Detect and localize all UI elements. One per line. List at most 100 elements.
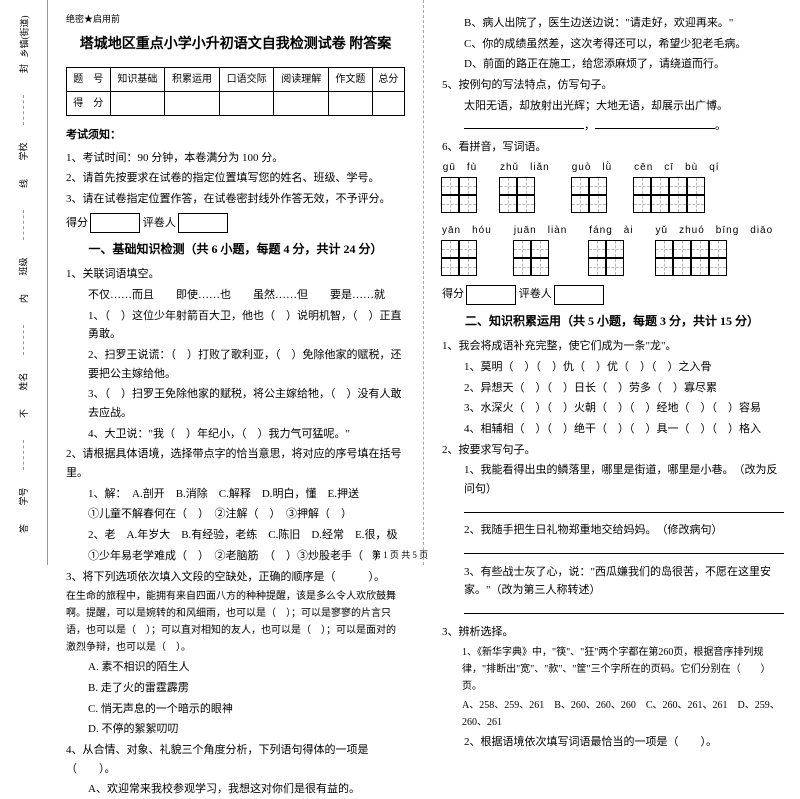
margin-dash bbox=[23, 95, 24, 125]
tian-grid[interactable] bbox=[442, 178, 478, 214]
score-cell[interactable] bbox=[110, 92, 165, 116]
s2-q3-item: 1、《新华字典》中，"筷"、"狂"两个字都在第260页，根据音序排列规律，"排断… bbox=[462, 644, 782, 695]
s2-q2-item: 2、我随手把生日礼物郑重地交给妈妈。 （修改病句） bbox=[464, 521, 782, 540]
score-cell: 得 分 bbox=[67, 92, 111, 116]
binding-margin: 乡镇(街道) 封 学校 线 班级 内 姓名 不 学号 答 bbox=[0, 0, 48, 565]
page-footer: 第 1 页 共 5 页 bbox=[372, 548, 428, 561]
right-column: B、病人出院了，医生边送边说："请走好，欢迎再来。" C、你的成绩虽然差，这次考… bbox=[424, 0, 800, 565]
score-cell[interactable] bbox=[165, 92, 220, 116]
s2-q1-item: 4、相辅相（ ）（ ）绝干（ ）（ ）具一（ ）（ ）格入 bbox=[464, 420, 782, 439]
score-header: 知识基础 bbox=[110, 68, 165, 92]
pinyin-text: zhǔ liǎn bbox=[500, 159, 550, 176]
margin-field-id[interactable]: 学号 bbox=[17, 487, 30, 505]
pinyin-block: guò lǜ bbox=[572, 159, 612, 214]
pinyin-text: gū fù bbox=[442, 159, 478, 176]
margin-field-name[interactable]: 姓名 bbox=[17, 372, 30, 390]
left-column: 绝密★启用前 塔城地区重点小学小升初语文自我检测试卷 附答案 题 号 知识基础 … bbox=[48, 0, 424, 565]
s2-question-2: 2、按要求写句子。 bbox=[442, 441, 782, 460]
exam-title: 塔城地区重点小学小升初语文自我检测试卷 附答案 bbox=[66, 33, 405, 57]
tian-grid[interactable] bbox=[634, 178, 719, 214]
question-4: 4、从合情、对象、礼貌三个角度分析，下列语句得体的一项是（ ）。 bbox=[66, 741, 405, 778]
question-6: 6、看拼音，写词语。 bbox=[442, 138, 782, 157]
s2-q3-item: 2、根据语境依次填写词语最恰当的一项是（ ）。 bbox=[464, 733, 782, 752]
q2-item: 2、老 A.年岁大 B.有经验，老练 C.陈旧 D.经常 E.很，极 bbox=[88, 526, 405, 545]
score-cell[interactable] bbox=[329, 92, 373, 116]
score-header: 口语交际 bbox=[219, 68, 274, 92]
tian-grid[interactable] bbox=[442, 241, 492, 277]
answer-blank[interactable] bbox=[464, 602, 782, 621]
question-2: 2、请根据具体语境，选择带点字的恰当意思，将对应的序号填在括号里。 bbox=[66, 445, 405, 482]
grader-label: 评卷人 bbox=[143, 214, 176, 233]
tian-grid[interactable] bbox=[500, 178, 550, 214]
q4-option: D、前面的路正在施工，给您添麻烦了，请绕道而行。 bbox=[464, 55, 782, 74]
notice-item: 1、考试时间：90 分钟，本卷满分为 100 分。 bbox=[66, 149, 405, 168]
question-3: 3、将下列选项依次填入文段的空缺处，正确的顺序是（ ）。 bbox=[66, 568, 405, 587]
pinyin-text: juān liàn bbox=[514, 222, 567, 239]
pinyin-block: yǔ zhuó bīng diāo bbox=[656, 222, 774, 277]
score-header: 作文题 bbox=[329, 68, 373, 92]
pinyin-text: yān hóu bbox=[442, 222, 492, 239]
score-header: 积累运用 bbox=[165, 68, 220, 92]
margin-field-class[interactable]: 班级 bbox=[17, 257, 30, 275]
pinyin-block: gū fù bbox=[442, 159, 478, 214]
score-header: 总分 bbox=[372, 68, 404, 92]
table-row: 得 分 bbox=[67, 92, 405, 116]
grader-input[interactable] bbox=[554, 285, 604, 305]
q5-example: 太阳无语，却放射出光辉；大地无语，却展示出广博。 bbox=[464, 97, 782, 116]
score-input[interactable] bbox=[466, 285, 516, 305]
q2-item: ①儿童不解春何在（ ） ②注解（ ） ③押解（ ） bbox=[88, 505, 405, 524]
q3-option: C. 悄无声息的一个暗示的眼神 bbox=[88, 700, 405, 719]
answer-blank[interactable] bbox=[464, 501, 782, 520]
answer-blank[interactable]: ，。 bbox=[464, 117, 782, 136]
pinyin-block: cēn cī bù qí bbox=[634, 159, 719, 214]
seal-mark: 不 bbox=[17, 409, 30, 418]
q4-option: C、你的成绩虽然差，这次考得还可以，希望少犯老毛病。 bbox=[464, 35, 782, 54]
margin-field-school[interactable]: 学校 bbox=[17, 142, 30, 160]
tian-grid[interactable] bbox=[514, 241, 567, 277]
question-5: 5、按例句的写法特点，仿写句子。 bbox=[442, 76, 782, 95]
notice-item: 3、请在试卷指定位置作答，在试卷密封线外作答无效，不予评分。 bbox=[66, 190, 405, 209]
q1-options: 不仅……而且 即使……也 虽然……但 要是……就 bbox=[88, 286, 405, 305]
score-cell[interactable] bbox=[274, 92, 329, 116]
score-table: 题 号 知识基础 积累运用 口语交际 阅读理解 作文题 总分 得 分 bbox=[66, 67, 405, 116]
s2-q2-item: 1、我能看得出虫的鳞落里，哪里是街道，哪里是小巷。 （改为反问句） bbox=[464, 461, 782, 498]
q1-item: 2、扫罗王说谎：（ ）打败了歌利亚，（ ）免除他家的赋税，还要把公主嫁给他。 bbox=[88, 346, 405, 383]
score-input[interactable] bbox=[90, 213, 140, 233]
q3-option: A. 素不相识的陌生人 bbox=[88, 658, 405, 677]
pinyin-block: zhǔ liǎn bbox=[500, 159, 550, 214]
seal-mark: 答 bbox=[17, 524, 30, 533]
notice-item: 2、请首先按要求在试卷的指定位置填写您的姓名、班级、学号。 bbox=[66, 169, 405, 188]
q4-option: A、欢迎常来我校参观学习，我想这对你们是很有益的。 bbox=[88, 780, 405, 799]
answer-blank[interactable] bbox=[464, 542, 782, 561]
s2-q3-options: A、258、259、261 B、260、260、260 C、260、261、26… bbox=[462, 697, 782, 731]
section2-title: 二、知识积累运用（共 5 小题，每题 3 分，共计 15 分） bbox=[442, 311, 782, 331]
score-label: 得分 bbox=[66, 214, 88, 233]
seal-mark: 封 bbox=[17, 64, 30, 73]
notice-heading: 考试须知： bbox=[66, 126, 405, 145]
score-cell[interactable] bbox=[219, 92, 274, 116]
s2-q1-item: 3、水深火（ ）（ ）火朝（ ）（ ）经地（ ）（ ）容易 bbox=[464, 399, 782, 418]
s2-question-1: 1、我会将成语补充完整，使它们成为一条"龙"。 bbox=[442, 337, 782, 356]
s2-question-3: 3、辨析选择。 bbox=[442, 623, 782, 642]
margin-dash bbox=[23, 325, 24, 355]
pinyin-text: fáng ài bbox=[589, 222, 633, 239]
seal-mark: 线 bbox=[17, 179, 30, 188]
margin-dash bbox=[23, 210, 24, 240]
tian-grid[interactable] bbox=[572, 178, 612, 214]
tian-grid[interactable] bbox=[656, 241, 774, 277]
pinyin-row-1: gū fù zhǔ liǎn guò lǜ cēn cī bù qí bbox=[442, 159, 782, 214]
q3-passage: 在生命的旅程中，能拥有来自四面八方的种种提醒，该是多么令人欢欣鼓舞啊。提醒，可以… bbox=[66, 588, 405, 656]
s2-q1-item: 2、异想天（ ）（ ）日长（ ）劳多（ ）寡尽累 bbox=[464, 379, 782, 398]
margin-field-township[interactable]: 乡镇(街道) bbox=[17, 15, 30, 57]
q4-option: B、病人出院了，医生边送边说："请走好，欢迎再来。" bbox=[464, 14, 782, 33]
question-1: 1、关联词语填空。 bbox=[66, 265, 405, 284]
pinyin-block: juān liàn bbox=[514, 222, 567, 277]
s2-q1-item: 1、莫明（ ）（ ）仇（ ）优（ ）（ ）之入骨 bbox=[464, 358, 782, 377]
section1-title: 一、基础知识检测（共 6 小题，每题 4 分，共计 24 分） bbox=[66, 239, 405, 259]
tian-grid[interactable] bbox=[589, 241, 633, 277]
q1-item: 1、（ ）这位少年射箭百大卫，他也（ ）说明机智，（ ）正直勇敢。 bbox=[88, 307, 405, 344]
score-cell[interactable] bbox=[372, 92, 404, 116]
table-row: 题 号 知识基础 积累运用 口语交际 阅读理解 作文题 总分 bbox=[67, 68, 405, 92]
s2-q2-item: 3、有些战士灰了心，说："西瓜嫌我们的岛很苦，不愿在这里安家。"（改为第三人称转… bbox=[464, 563, 782, 600]
grader-input[interactable] bbox=[178, 213, 228, 233]
